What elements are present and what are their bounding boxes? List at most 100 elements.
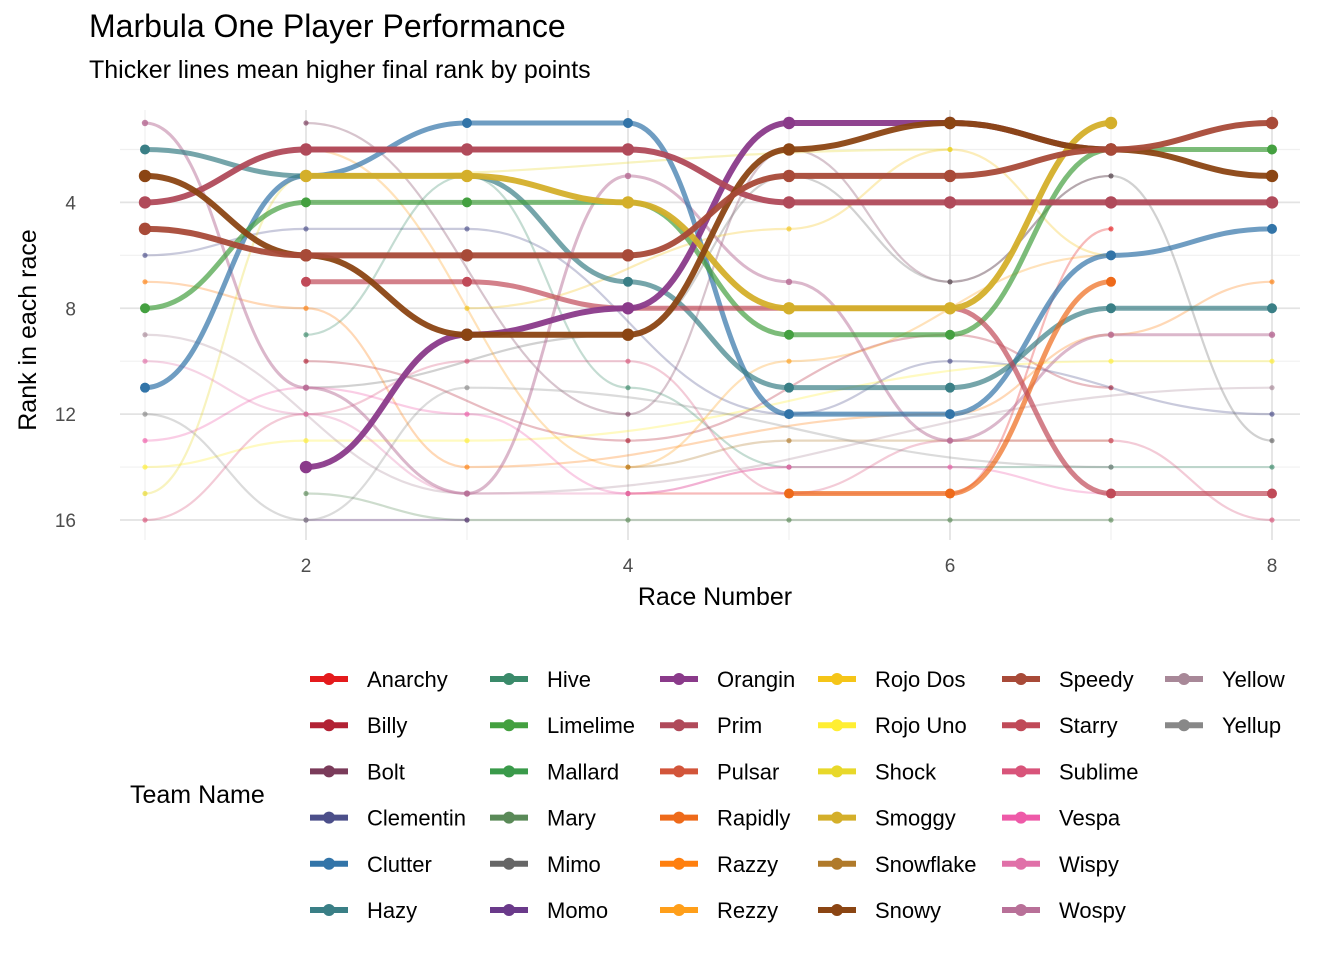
data-point [945,382,955,393]
series-wospy [141,119,1276,497]
data-point [303,438,309,444]
series-line [786,279,1114,497]
data-point [786,438,792,444]
data-point [142,490,148,497]
data-point [1106,488,1116,499]
data-point [1269,517,1275,523]
data-point [464,411,470,417]
data-point [1106,303,1116,314]
data-point [303,490,309,497]
data-point [303,358,309,364]
data-point [782,116,796,130]
data-point [301,197,311,208]
data-point [142,252,148,258]
data-point [464,226,470,232]
y-tick-label: 8 [65,299,76,320]
x-tick-label: 4 [623,556,634,577]
data-point [621,249,635,262]
data-point [1106,250,1116,261]
data-point [625,490,631,497]
data-point [943,116,957,130]
data-point [299,460,313,474]
data-point [1265,196,1279,209]
series-smoggy [299,116,1118,315]
chart-title: Marbula One Player Performance [89,8,566,44]
data-point [782,143,796,156]
x-tick-label: 2 [301,556,312,577]
series-rojo-uno [142,358,1275,470]
data-point [303,305,309,311]
data-point [624,172,632,180]
data-point [464,385,470,391]
data-point [1108,173,1114,179]
series-yellup [142,385,1114,523]
data-point [464,517,470,523]
data-point [625,385,631,391]
data-point [299,143,313,156]
data-point [142,332,148,338]
series-line [304,333,1113,442]
data-point [621,143,635,156]
data-point [1108,438,1114,444]
data-point [303,411,309,417]
series-layer [138,116,1279,523]
data-point [1106,276,1116,287]
data-point [943,302,957,315]
data-point [786,358,792,364]
data-point [625,517,631,523]
data-point [1269,279,1275,285]
data-point [782,169,796,183]
data-point [140,144,150,155]
data-point [947,358,953,364]
data-point [299,169,313,183]
data-point [1104,116,1118,130]
data-point [1265,169,1279,183]
data-point [299,249,313,262]
data-point [1108,517,1114,523]
data-point [621,196,635,209]
data-point [1108,226,1114,232]
series-line [143,360,1274,469]
chart-subtitle: Thicker lines mean higher final rank by … [89,56,591,84]
data-point [460,328,474,341]
data-point [462,276,472,287]
y-tick-label: 16 [55,511,76,532]
data-point [623,118,633,128]
data-point [782,302,796,315]
data-point [462,118,472,128]
series-line [143,360,1274,522]
series-line [304,492,1113,522]
series-mary [303,490,1114,523]
data-point [460,143,474,156]
data-point [303,226,309,232]
data-point [625,438,631,444]
series-rapidly [784,276,1116,499]
series-line [142,120,1275,259]
data-point [142,411,148,417]
data-point [464,358,470,364]
data-point [786,517,792,523]
data-point [786,226,792,232]
data-point [1267,144,1277,155]
data-point [302,384,310,391]
data-point [463,490,471,497]
data-point [784,409,794,420]
data-point [943,196,957,209]
data-point [303,332,309,338]
series-line [304,174,1274,442]
data-point [621,328,635,341]
data-point [301,276,311,287]
data-point [140,382,150,393]
series-speedy [138,116,1279,262]
data-point [142,464,148,470]
data-point [784,329,794,340]
y-tick-label: 12 [55,405,76,426]
data-point [142,358,148,364]
data-point [1267,223,1277,234]
data-point [138,196,152,209]
data-point [1108,464,1114,470]
data-point [786,464,792,470]
data-point [140,303,150,314]
data-point [625,464,631,470]
data-point [947,464,953,470]
